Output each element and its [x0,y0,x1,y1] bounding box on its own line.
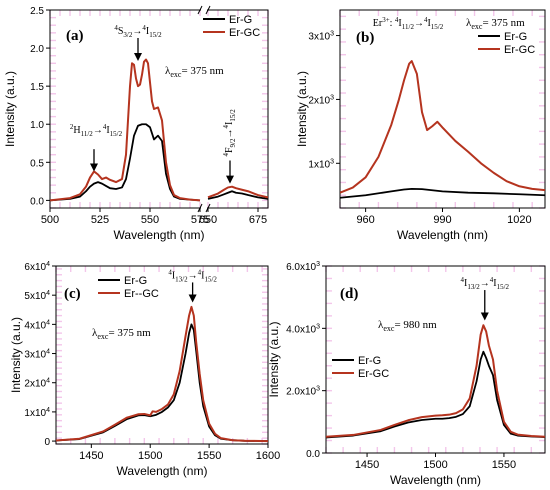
series-line-er-gc [326,324,545,438]
y-tick-label: 3x103 [308,31,334,43]
x-axis-title: Wavelength (nm) [397,228,488,242]
plot-frame [55,265,269,445]
x-tick-label: 575 [191,214,209,226]
y-axis-title: Intensity (a.u.) [3,71,17,147]
x-tick-label: 960 [356,214,374,226]
x-tick-label: 525 [91,214,109,226]
panel-label: (c) [64,286,81,302]
excitation-label: λexc= 375 nm [466,17,525,31]
y-axis-title: Intensity (a.u.) [267,321,281,397]
x-tick-label: 500 [41,214,59,226]
y-tick-label: 0.0 [30,196,44,207]
transition-annotation: 4I13/2→4I15/2 [168,268,217,283]
x-tick-label: 1450 [355,459,379,471]
transition-annotation: 2H11/2→4I15/2 [70,123,123,138]
series-line-er-g [50,123,201,202]
y-tick-label: 2x103 [308,94,334,106]
x-tick-label: 1500 [423,459,447,471]
x-tick-label: 1020 [507,214,531,226]
y-tick-label: 2x104 [24,378,50,390]
transition-annotation: Er3+: 4I11/2→4I15/2 [373,16,444,31]
series-line-er-gc [56,305,268,443]
series-line-er-g [340,187,545,199]
x-axis-title: Wavelength (nm) [114,228,205,242]
transition-annotation: 4F9/2→4I15/2 [222,109,237,157]
axis-break-mark [197,5,203,15]
annotation-arrowhead [134,53,142,62]
annotation-arrowhead [226,175,234,184]
x-axis-title: Wavelength (nm) [117,464,208,478]
x-tick-label: 990 [433,214,451,226]
annotation-arrowhead [188,294,197,303]
legend-label: Er-G [229,14,252,26]
x-tick-label: 1600 [256,450,280,462]
y-tick-label: 0.0 [306,449,320,460]
x-tick-label: 1550 [197,450,221,462]
panel-label: (b) [356,30,374,46]
legend-label: Er--GC [124,288,159,300]
transition-annotation: 4I13/2→4I15/2 [460,276,509,291]
y-tick-label: 0 [44,437,50,448]
y-tick-label: 6x104 [24,261,50,273]
legend-label: Er-GC [504,44,535,56]
plot-frame [49,9,269,209]
series-line-er-gc [50,58,201,202]
x-axis-title: Wavelength (nm) [390,473,481,487]
legend-label: Er-G [504,31,527,43]
legend-label: Er-G [358,355,381,367]
panel-label: (d) [340,286,358,302]
x-tick-label: 1500 [138,450,162,462]
legend-label: Er-GC [358,368,389,380]
panel-label: (a) [66,28,84,44]
excitation-label: λexc= 980 nm [378,319,437,333]
series-line-er-gc [340,60,545,194]
annotation-arrowhead [90,163,98,172]
chart-panel-d: 1450 1500 1550 0.0 2.0x103 4.0x103 6.0x103 Wave… [267,261,546,487]
y-tick-label: 1x104 [24,407,50,419]
y-tick-label: 4x104 [24,319,50,331]
x-tick-label: 550 [141,214,159,226]
series-line-er-g [56,323,268,442]
y-tick-label: 5x104 [24,290,50,302]
excitation-label: λexc= 375 nm [92,327,151,341]
y-axis-title: Intensity (a.u.) [295,71,309,147]
y-tick-label: 3x104 [24,349,50,361]
legend-label: Er-G [124,275,147,287]
y-axis-title: Intensity (a.u.) [9,317,23,393]
axis-break-gap [201,204,207,212]
chart-panel-b: 960 990 1020 1x103 2x103 3x103 Wavelength (nm)… [295,9,546,242]
x-tick-label: 1550 [492,459,516,471]
axis-break-gap [201,6,207,14]
chart-panel-c: 1450 1500 1550 1600 0 1x104 2x104 3x104 4x104 5x1… [9,261,280,478]
y-tick-label: 2.0x103 [286,386,320,398]
y-tick-label: 6.0x103 [286,261,320,273]
y-tick-label: 4.0x103 [286,323,320,335]
series-line-er-g [207,190,268,200]
y-tick-label: 0.5 [30,158,44,169]
y-tick-label: 1x103 [308,158,334,170]
y-tick-label: 2.5 [30,6,44,17]
transition-annotation: 4S3/2→4I15/2 [114,24,162,39]
series-line-er-gc [207,185,268,199]
annotation-arrowhead [480,312,489,321]
x-tick-label: 1450 [79,450,103,462]
x-tick-label: 675 [249,214,267,226]
y-tick-label: 2.0 [30,44,44,55]
excitation-label: λexc= 375 nm [165,65,224,79]
y-tick-label: 1.5 [30,82,44,93]
axis-break-mark [205,5,211,15]
legend-label: Er-GC [229,27,260,39]
x-tick-label: 650 [199,214,217,226]
y-tick-label: 1.0 [30,120,44,131]
series-line-er-g [326,350,545,439]
